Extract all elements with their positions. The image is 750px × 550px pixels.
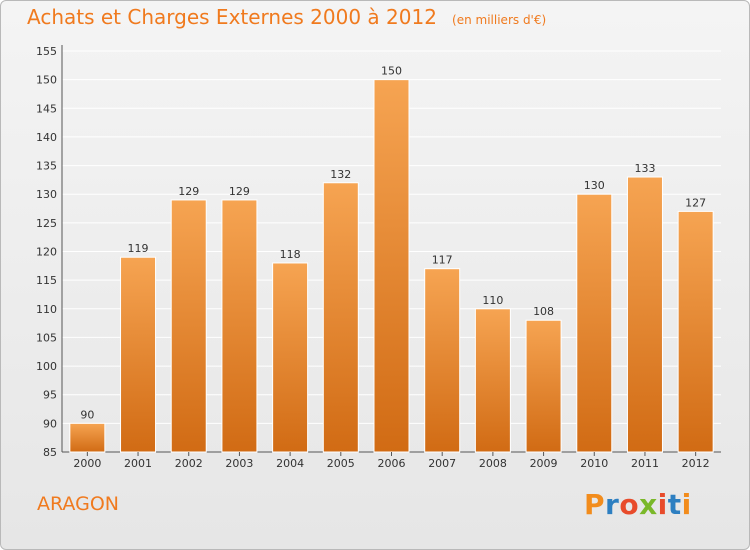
x-tick-label: 2006	[378, 457, 406, 470]
bar	[626, 176, 663, 453]
y-tick-label: 90	[43, 417, 57, 430]
x-tick-label: 2007	[428, 457, 456, 470]
y-tick-label: 125	[36, 217, 57, 230]
proxiti-logo: Proxiti	[584, 488, 692, 521]
data-label: 129	[229, 185, 250, 198]
bar	[525, 319, 562, 453]
y-tick-label: 150	[36, 74, 57, 87]
x-tick-label: 2002	[175, 457, 203, 470]
y-tick-label: 110	[36, 303, 57, 316]
x-tick-label: 2010	[580, 457, 608, 470]
bar	[322, 182, 359, 453]
data-label: 127	[685, 196, 706, 209]
y-tick-label: 145	[36, 102, 57, 115]
bar	[69, 422, 106, 453]
y-tick-label: 100	[36, 360, 57, 373]
logo-letter: t	[667, 488, 682, 521]
x-tick-label: 2011	[631, 457, 659, 470]
title-row: Achats et Charges Externes 2000 à 2012 (…	[27, 5, 546, 29]
x-tick-label: 2005	[327, 457, 355, 470]
place-name: ARAGON	[37, 493, 119, 515]
bar	[170, 199, 207, 453]
data-label: 130	[584, 179, 605, 192]
chart-unit: (en milliers d'€)	[452, 13, 547, 27]
y-tick-label: 95	[43, 389, 57, 402]
logo-letter: i	[657, 488, 668, 521]
data-label: 129	[178, 185, 199, 198]
x-tick-label: 2009	[530, 457, 558, 470]
bar	[576, 193, 613, 453]
x-tick-label: 2003	[225, 457, 253, 470]
y-tick-label: 135	[36, 160, 57, 173]
data-label: 118	[280, 248, 301, 261]
data-label: 133	[634, 162, 655, 175]
data-label: 150	[381, 65, 402, 78]
bar	[424, 268, 461, 453]
bar	[120, 256, 157, 453]
chart-title: Achats et Charges Externes 2000 à 2012	[27, 5, 437, 29]
y-tick-label: 130	[36, 188, 57, 201]
logo-letter: i	[681, 488, 692, 521]
data-label: 90	[80, 408, 94, 421]
y-tick-label: 155	[36, 45, 57, 58]
y-tick-label: 85	[43, 446, 57, 459]
x-tick-label: 2008	[479, 457, 507, 470]
logo-letter: o	[619, 488, 640, 521]
data-label: 119	[128, 242, 149, 255]
y-tick-label: 115	[36, 274, 57, 287]
logo-letter: r	[605, 488, 620, 521]
y-tick-label: 105	[36, 331, 57, 344]
x-tick-label: 2004	[276, 457, 304, 470]
x-tick-label: 2001	[124, 457, 152, 470]
bar	[221, 199, 258, 453]
bar	[474, 308, 511, 453]
x-tick-label: 2000	[73, 457, 101, 470]
bar	[272, 262, 309, 453]
bar	[677, 210, 714, 453]
y-tick-label: 120	[36, 246, 57, 259]
bar	[373, 79, 410, 453]
data-label: 110	[482, 294, 503, 307]
y-tick-label: 140	[36, 131, 57, 144]
logo-letter: x	[639, 488, 658, 521]
logo-letter: P	[584, 488, 606, 521]
data-label: 117	[432, 254, 453, 267]
data-label: 132	[330, 168, 351, 181]
data-label: 108	[533, 305, 554, 318]
x-tick-label: 2012	[682, 457, 710, 470]
